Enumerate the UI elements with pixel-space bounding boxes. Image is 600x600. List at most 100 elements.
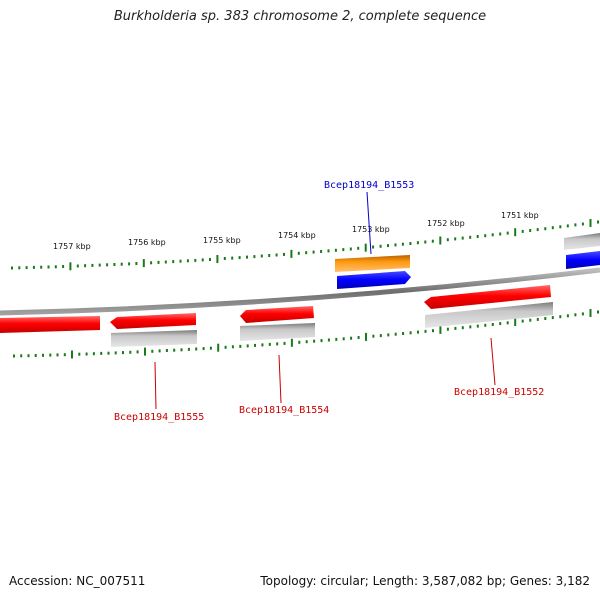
gene-grey-b1552[interactable]	[425, 302, 553, 328]
upper-scale-minor-tick	[76, 264, 79, 268]
lower-scale-minor-tick	[49, 353, 52, 357]
lower-scale-minor-tick	[261, 343, 264, 347]
cds-red-left-edge[interactable]	[0, 316, 100, 333]
lower-scale-minor-tick	[536, 317, 539, 321]
upper-scale-major-tick	[439, 236, 442, 245]
upper-scale-minor-tick	[461, 236, 464, 240]
upper-scale-minor-tick	[581, 222, 584, 226]
upper-scale-major-tick	[290, 249, 293, 258]
upper-scale-minor-tick	[275, 253, 278, 257]
lower-scale-minor-tick	[469, 325, 472, 329]
upper-scale-major-tick	[69, 262, 72, 271]
lower-scale-minor-tick	[350, 336, 353, 340]
lower-scale-minor-tick	[387, 333, 390, 337]
upper-scale-minor-tick	[179, 259, 182, 263]
lower-scale-minor-tick	[165, 349, 168, 352]
leader-line-b1553	[366, 191, 372, 255]
gene-grey-b1555[interactable]	[111, 330, 197, 347]
lower-scale-minor-tick	[559, 315, 562, 319]
lower-scale-minor-tick	[566, 314, 569, 318]
scale-label-1753: 1753 kbp	[352, 225, 390, 234]
lower-scale-minor-tick	[27, 354, 30, 358]
upper-scale-minor-tick	[84, 264, 87, 268]
lower-scale-minor-tick	[484, 323, 487, 327]
upper-scale-minor-tick	[47, 265, 50, 269]
upper-scale-minor-tick	[201, 258, 204, 262]
lower-scale-minor-tick	[342, 337, 345, 341]
upper-scale-minor-tick	[566, 224, 569, 228]
gene-label-b1553[interactable]: Bcep18194_B1553	[324, 180, 414, 191]
lower-scale-minor-tick	[85, 352, 88, 356]
lower-scale-minor-tick	[246, 344, 249, 348]
upper-scale-minor-tick	[54, 265, 57, 269]
upper-scale-major-tick	[216, 255, 219, 263]
lower-scale-minor-tick	[56, 353, 59, 357]
lower-scale-major-tick	[144, 347, 146, 356]
leader-line-b1552	[490, 337, 496, 386]
gene-grey-right-edge[interactable]	[564, 233, 600, 250]
cds-blue-b1553[interactable]	[337, 271, 411, 289]
upper-scale-minor-tick	[379, 244, 382, 248]
upper-scale-minor-tick	[409, 242, 412, 245]
upper-scale-minor-tick	[521, 229, 524, 233]
gene-label-b1555[interactable]: Bcep18194_B1555	[114, 412, 204, 423]
lower-scale-minor-tick	[394, 332, 397, 336]
scale-label-1751: 1751 kbp	[501, 211, 539, 220]
lower-scale-minor-tick	[476, 324, 479, 328]
lower-scale-minor-tick	[491, 323, 494, 326]
upper-scale-minor-tick	[246, 255, 248, 259]
upper-scale-minor-tick	[334, 248, 337, 252]
cds-red-b1554[interactable]	[240, 306, 314, 323]
upper-scale-minor-tick	[120, 262, 123, 266]
lower-scale-minor-tick	[122, 351, 124, 355]
chromosome-backbone	[0, 267, 600, 316]
upper-scale-minor-tick	[283, 252, 285, 256]
cds-red-b1552[interactable]	[424, 285, 551, 309]
upper-scale-minor-tick	[431, 239, 434, 243]
upper-scale-minor-tick	[454, 237, 457, 241]
upper-scale-minor-tick	[544, 227, 547, 231]
cds-red-b1555[interactable]	[110, 313, 196, 329]
upper-scale-minor-tick	[597, 220, 599, 224]
gene-label-b1554[interactable]: Bcep18194_B1554	[239, 405, 329, 416]
lower-scale-minor-tick	[372, 334, 375, 338]
upper-scale-minor-tick	[297, 251, 300, 255]
lower-scale-minor-tick	[42, 353, 44, 357]
lower-scale-minor-tick	[581, 312, 584, 316]
upper-scale-minor-tick	[446, 238, 449, 242]
upper-scale-minor-tick	[231, 256, 234, 260]
lower-scale-minor-tick	[544, 317, 547, 320]
genome-summary-text: Topology: circular; Length: 3,587,082 bp…	[260, 574, 590, 588]
upper-scale-minor-tick	[186, 259, 189, 263]
lower-scale-minor-tick	[107, 351, 110, 355]
lower-scale-minor-tick	[34, 354, 37, 357]
lower-scale-minor-tick	[313, 339, 316, 343]
upper-scale-major-tick	[514, 228, 517, 237]
scale-label-1757: 1757 kbp	[53, 242, 91, 251]
scale-label-1756: 1756 kbp	[128, 238, 166, 247]
lower-scale-major-tick	[290, 338, 293, 347]
upper-scale-minor-tick	[223, 257, 226, 260]
gene-grey-b1554[interactable]	[240, 323, 315, 341]
map-title: Burkholderia sp. 383 chromosome 2, compl…	[113, 9, 487, 24]
leader-line-b1554	[278, 354, 282, 404]
lower-scale-minor-tick	[195, 347, 198, 351]
upper-scale-minor-tick	[32, 265, 35, 269]
lower-scale-major-tick	[365, 332, 367, 341]
upper-scale-minor-tick	[25, 266, 28, 270]
gene-label-b1552[interactable]: Bcep18194_B1552	[454, 387, 544, 398]
upper-scale-minor-tick	[574, 223, 577, 227]
lower-scale-major-tick	[217, 343, 220, 352]
upper-scale-minor-tick	[194, 258, 197, 262]
lower-scale-minor-tick	[151, 349, 154, 353]
lower-scale-minor-tick	[409, 331, 412, 335]
lower-scale-minor-tick	[320, 339, 323, 343]
lower-scale-minor-tick	[173, 348, 176, 352]
gene-orange-b1553[interactable]	[335, 255, 410, 272]
cds-blue-right-edge[interactable]	[566, 251, 600, 269]
lower-scale-minor-tick	[239, 344, 242, 348]
upper-scale-minor-tick	[18, 266, 21, 270]
upper-scale-minor-tick	[327, 249, 330, 253]
lower-scale-major-tick	[439, 325, 442, 334]
